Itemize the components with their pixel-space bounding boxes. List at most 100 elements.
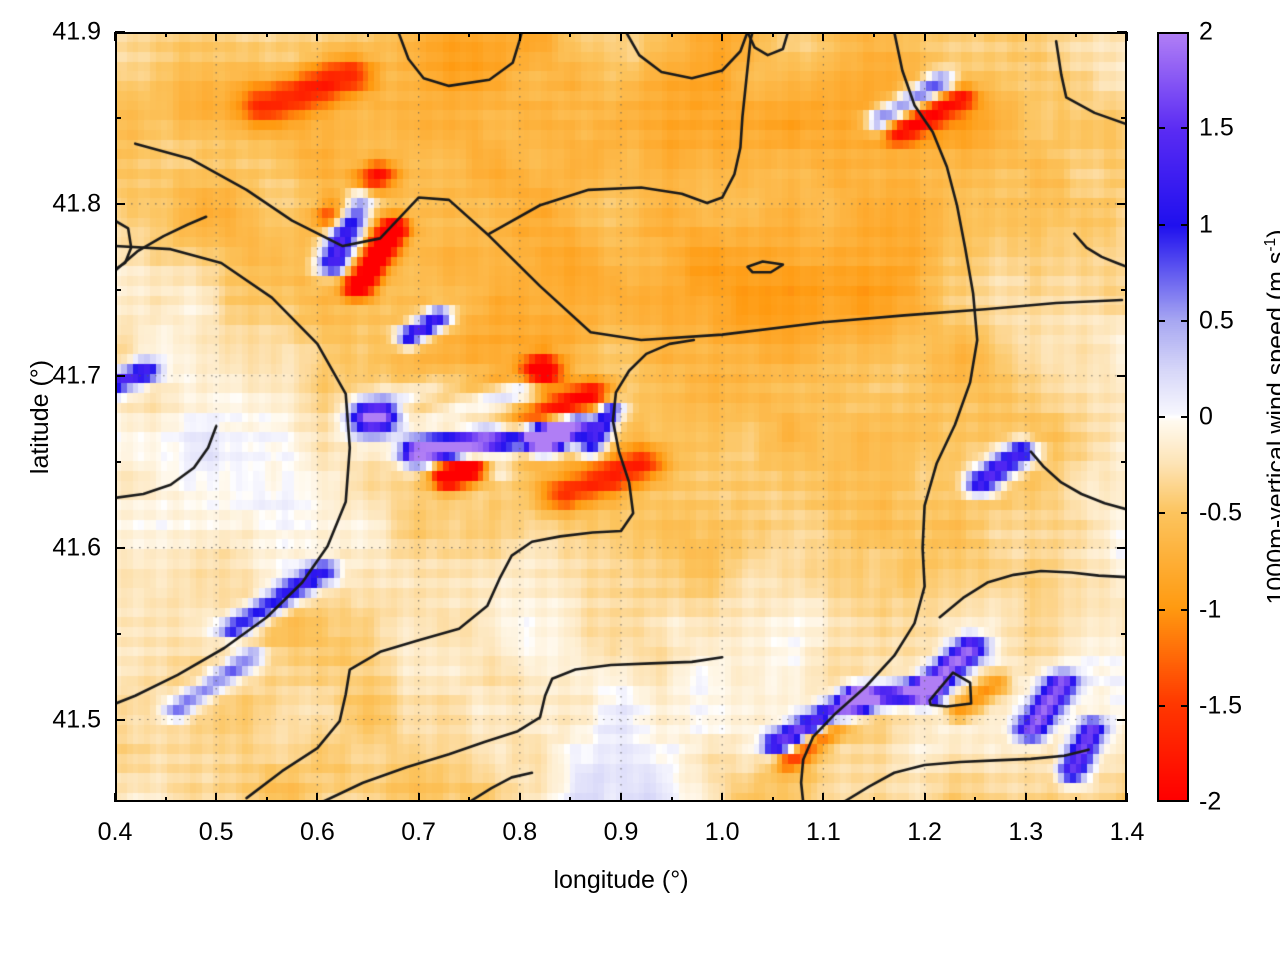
x-tick-label: 0.5 <box>198 818 234 846</box>
colorbar-tick-label: 0 <box>1199 402 1213 431</box>
colorbar-tick-mark-right <box>1181 319 1189 322</box>
x-tick-mark <box>1126 793 1128 802</box>
y-minor-tick <box>115 288 121 291</box>
x-tick-mark <box>923 793 926 802</box>
x-tick-mark <box>620 793 622 802</box>
x-tick-mark <box>114 793 116 802</box>
x-tick-mark <box>518 793 521 802</box>
x-tick-mark-top <box>417 32 420 41</box>
x-tick-label: 0.4 <box>97 818 133 846</box>
y-tick-mark <box>115 374 125 377</box>
x-minor-tick-top <box>569 32 572 37</box>
colorbar-tick-mark <box>1157 608 1165 611</box>
y-axis-title: latitude (°) <box>26 359 54 475</box>
colorbar-tick-label: -2 <box>1199 787 1222 816</box>
x-tick-label: 0.9 <box>603 818 639 846</box>
x-tick-mark <box>721 793 724 802</box>
y-tick-label: 41.6 <box>52 533 101 562</box>
colorbar-tick-mark-right <box>1181 512 1189 515</box>
x-tick-label: 0.8 <box>502 818 538 846</box>
x-tick-mark-top <box>923 32 926 41</box>
colorbar-tick-mark-right <box>1181 608 1189 611</box>
x-tick-mark-top <box>1024 32 1027 41</box>
colorbar-tick-mark <box>1157 127 1165 130</box>
y-minor-tick <box>115 460 121 463</box>
y-tick-label: 41.7 <box>52 361 101 390</box>
x-minor-tick-top <box>873 32 875 37</box>
x-tick-label: 1.0 <box>704 818 740 846</box>
y-minor-tick-right <box>1121 632 1127 635</box>
x-minor-tick-top <box>367 32 369 37</box>
colorbar-title-exponent: -1 <box>1262 237 1279 252</box>
colorbar-tick-mark <box>1157 416 1165 418</box>
x-tick-mark <box>316 793 319 802</box>
x-minor-tick <box>367 797 369 802</box>
x-tick-label: 0.7 <box>401 818 436 846</box>
x-tick-label: 1.1 <box>806 818 841 846</box>
y-minor-tick-right <box>1121 288 1127 291</box>
x-tick-mark-top <box>518 32 521 41</box>
x-minor-tick <box>164 797 167 802</box>
y-tick-label: 41.8 <box>52 189 101 218</box>
y-tick-mark <box>115 546 125 549</box>
y-tick-mark-right <box>1117 718 1127 721</box>
y-tick-mark <box>115 202 125 205</box>
y-minor-tick <box>115 632 121 635</box>
colorbar-tick-mark-right <box>1181 223 1189 226</box>
x-tick-label: 1.2 <box>907 818 942 846</box>
x-tick-mark-top <box>215 32 218 41</box>
colorbar-tick-label: 1 <box>1199 210 1213 238</box>
x-minor-tick-top <box>164 32 167 37</box>
x-minor-tick <box>670 797 673 802</box>
y-tick-mark <box>115 31 125 33</box>
x-tick-mark <box>215 793 218 802</box>
heatmap-field-canvas <box>115 32 1127 802</box>
colorbar-tick-mark <box>1157 512 1165 515</box>
y-tick-label: 41.9 <box>52 17 101 46</box>
x-minor-tick <box>771 797 774 802</box>
colorbar-tick-mark-right <box>1181 127 1189 130</box>
colorbar-title: 1000m-vertical wind speed (m s-1) <box>1262 229 1280 604</box>
x-tick-mark-top <box>620 32 622 41</box>
x-tick-label: 1.3 <box>1008 818 1044 846</box>
x-minor-tick-top <box>771 32 774 37</box>
x-tick-label: 0.6 <box>300 818 335 846</box>
y-tick-mark <box>115 718 125 721</box>
colorbar-tick-mark <box>1157 223 1165 226</box>
x-minor-tick <box>265 797 268 802</box>
x-tick-mark-top <box>822 32 825 41</box>
x-tick-label: 1.4 <box>1109 818 1145 846</box>
x-minor-tick-top <box>670 32 673 37</box>
colorbar-tick-label: -1.5 <box>1199 691 1243 720</box>
colorbar-tick-label: 1.5 <box>1199 113 1234 142</box>
colorbar-tick-mark-right <box>1181 704 1189 707</box>
colorbar-tick-mark <box>1157 704 1165 707</box>
y-tick-mark-right <box>1117 31 1127 33</box>
colorbar-title-suffix: ) <box>1262 229 1280 237</box>
x-minor-tick <box>873 797 875 802</box>
colorbar-tick-label: 2 <box>1199 17 1213 46</box>
colorbar-tick-mark <box>1157 319 1165 322</box>
y-tick-mark-right <box>1117 374 1127 377</box>
x-tick-mark-top <box>316 32 319 41</box>
colorbar-title-prefix: 1000m-vertical wind speed (m s <box>1262 252 1280 605</box>
x-minor-tick-top <box>468 32 471 37</box>
x-minor-tick-top <box>265 32 268 37</box>
x-minor-tick <box>468 797 471 802</box>
x-minor-tick <box>974 797 977 802</box>
x-tick-mark-top <box>1126 32 1128 41</box>
x-tick-mark <box>1024 793 1027 802</box>
x-minor-tick <box>569 797 572 802</box>
x-axis-title: longitude (°) <box>553 866 689 894</box>
x-minor-tick-top <box>974 32 977 37</box>
x-minor-tick <box>1075 797 1078 802</box>
x-tick-mark-top <box>114 32 116 41</box>
y-minor-tick <box>115 116 121 119</box>
y-tick-mark-right <box>1117 202 1127 205</box>
colorbar-tick-label: -0.5 <box>1199 498 1243 527</box>
plot-frame <box>115 32 1127 802</box>
x-tick-mark <box>822 793 825 802</box>
colorbar-tick-label: -1 <box>1199 595 1222 623</box>
x-minor-tick-top <box>1075 32 1078 37</box>
